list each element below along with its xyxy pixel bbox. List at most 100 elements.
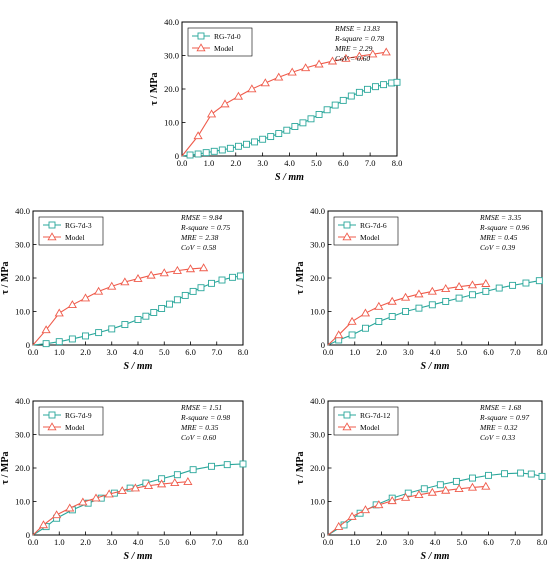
y-tick-label: 40.0 <box>15 396 30 406</box>
data-point-square <box>375 318 383 325</box>
data-point-square <box>347 92 355 100</box>
data-point-triangle <box>41 325 51 334</box>
y-tick-label: 40.0 <box>15 206 30 216</box>
stat-annotation: MRE = 0.35 <box>180 423 219 432</box>
data-point-square <box>436 481 444 489</box>
x-tick-label: 5.0 <box>456 347 467 357</box>
data-point-triangle <box>481 481 491 490</box>
data-point-square <box>442 298 450 305</box>
data-point-triangle <box>374 500 384 509</box>
x-tick-label: 0.0 <box>177 158 188 168</box>
data-point-triangle <box>159 268 169 277</box>
legend-label: Model <box>360 423 380 432</box>
x-tick-label: 2.0 <box>230 158 241 168</box>
stat-annotation: CoV = 0.58 <box>181 243 216 252</box>
data-point-square <box>538 472 546 480</box>
data-point-square <box>202 149 210 157</box>
data-point-square <box>55 338 63 346</box>
legend-label: RG-7d-6 <box>360 221 387 230</box>
y-tick-label: 0 <box>321 340 325 350</box>
stat-annotation: RMSE = 3.35 <box>479 213 521 222</box>
chart-panel-2: 0.0 1.0 2.0 3.0 4.0 5.0 6.0 7.0 8.0 0 10.0 20.0 30.0… <box>0 206 248 372</box>
series-line-experiment <box>32 463 244 536</box>
data-point-triangle <box>78 497 88 506</box>
legend-label: RG-7d-12 <box>360 411 391 420</box>
data-point-square <box>229 273 236 281</box>
y-tick-label: 20.0 <box>15 463 30 473</box>
data-point-triangle <box>314 59 324 68</box>
data-point-square <box>121 321 129 329</box>
data-point-square <box>234 142 242 150</box>
series-line-model <box>32 481 188 536</box>
stat-annotation: MRE = 0.32 <box>479 423 518 432</box>
stat-annotation: CoV = 0.39 <box>480 243 515 252</box>
y-axis-label: τ / MPa <box>0 452 11 485</box>
data-point-triangle <box>414 289 424 298</box>
stat-annotation: RMSE = 1.51 <box>180 403 222 412</box>
x-axis-label: S / mm <box>421 551 450 562</box>
data-point-square <box>223 461 231 469</box>
data-point-square <box>186 151 194 159</box>
stat-annotation: RMSE = 9.84 <box>180 213 222 222</box>
legend-marker-triangle <box>342 232 352 241</box>
x-tick-label: 0.0 <box>323 347 334 357</box>
stat-annotation: RMSE = 1.68 <box>479 403 521 412</box>
stat-annotation: CoV = 0.60 <box>335 54 370 63</box>
data-point-square <box>420 485 428 493</box>
data-point-triangle <box>133 273 143 282</box>
series-line-experiment <box>327 472 543 536</box>
y-tick-label: 30.0 <box>164 51 179 61</box>
data-point-square <box>226 144 234 152</box>
x-tick-label: 4.0 <box>133 347 144 357</box>
stat-annotation: R-square = 0.97 <box>479 413 529 422</box>
legend-label: RG-7d-3 <box>65 221 92 230</box>
y-tick-label: 40.0 <box>310 206 325 216</box>
data-point-triangle <box>354 51 364 60</box>
data-point-square <box>283 126 291 134</box>
data-point-triangle <box>143 481 154 490</box>
data-point-triangle <box>441 284 451 292</box>
data-point-square <box>402 308 410 315</box>
data-point-triangle <box>441 485 451 494</box>
stat-annotation: RMSE = 13.83 <box>334 24 380 33</box>
data-point-square <box>415 304 423 312</box>
data-point-triangle <box>400 292 411 301</box>
data-point-triangle <box>120 277 130 286</box>
legend-marker-triangle <box>196 43 206 52</box>
chart-panel-1: 0.0 1.0 2.0 3.0 4.0 5.0 6.0 7.0 8.0 0 10.0 20.0 30.0… <box>149 17 402 183</box>
y-tick-label: 40.0 <box>310 396 325 406</box>
data-point-square <box>535 277 543 285</box>
legend-marker-triangle <box>47 422 57 431</box>
data-point-square <box>307 115 315 123</box>
x-tick-label: 4.0 <box>430 537 441 547</box>
x-tick-label: 7.0 <box>365 158 376 168</box>
y-tick-label: 10.0 <box>310 307 325 317</box>
data-point-square <box>267 133 275 141</box>
legend-marker-triangle <box>342 422 352 431</box>
stat-annotation: CoV = 0.33 <box>480 433 515 442</box>
legend-marker-square <box>197 32 205 40</box>
data-point-triangle <box>233 91 244 100</box>
data-point-triangle <box>130 483 140 492</box>
x-tick-label: 5.0 <box>159 537 170 547</box>
data-point-triangle <box>427 487 437 496</box>
data-point-square <box>208 279 215 287</box>
x-tick-label: 5.0 <box>159 347 170 357</box>
y-tick-label: 0 <box>26 530 30 540</box>
y-tick-label: 10.0 <box>310 497 325 507</box>
x-tick-label: 2.0 <box>80 537 91 547</box>
y-tick-label: 20.0 <box>164 84 179 94</box>
x-tick-label: 1.0 <box>349 537 360 547</box>
x-tick-label: 3.0 <box>106 537 117 547</box>
x-tick-label: 0.0 <box>28 347 39 357</box>
x-axis-label: S / mm <box>124 551 153 562</box>
x-tick-label: 1.0 <box>349 347 360 357</box>
y-tick-label: 0 <box>26 340 30 350</box>
series-line-model <box>181 51 387 157</box>
data-point-triangle <box>52 510 62 519</box>
data-point-triangle <box>387 496 397 505</box>
data-point-square <box>393 78 401 86</box>
x-tick-label: 8.0 <box>238 347 249 357</box>
y-tick-label: 30.0 <box>15 240 30 250</box>
x-tick-label: 3.0 <box>106 347 117 357</box>
